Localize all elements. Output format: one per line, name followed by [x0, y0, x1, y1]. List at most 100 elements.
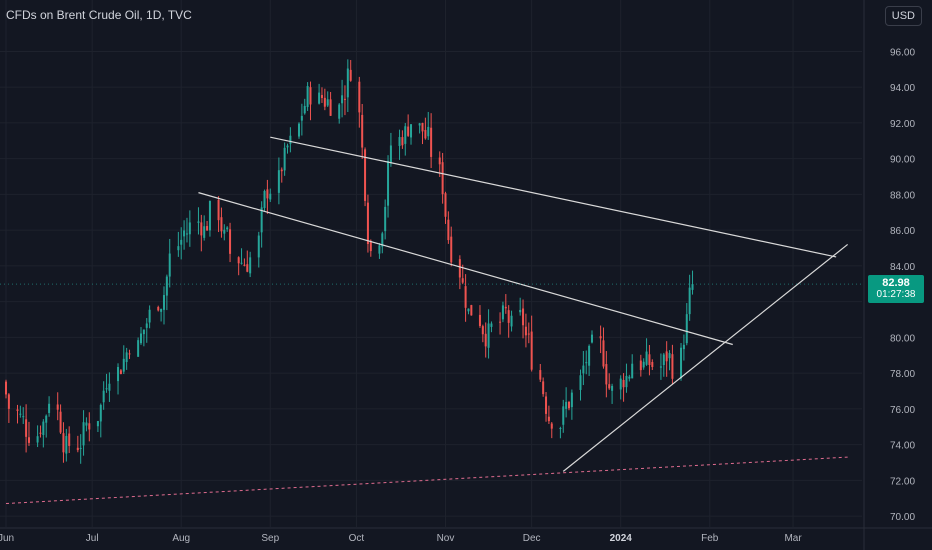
candle-body: [246, 264, 249, 272]
candle-body: [68, 433, 71, 446]
candle-body: [243, 264, 246, 266]
x-tick-label: Jul: [86, 533, 99, 544]
candle-body: [220, 217, 223, 232]
candle-body: [326, 99, 329, 106]
candle-body: [145, 323, 148, 328]
currency-button[interactable]: USD: [884, 6, 922, 26]
candle-body: [266, 189, 269, 199]
candle-body: [297, 123, 300, 137]
candle-body: [389, 145, 392, 163]
candle-body: [659, 366, 662, 368]
candle-body: [611, 385, 614, 391]
candle-body: [137, 340, 140, 357]
candle-body: [162, 295, 165, 310]
candle-body: [387, 160, 390, 206]
trendline: [198, 192, 733, 346]
candle-body: [197, 221, 200, 223]
candle-body: [4, 381, 8, 395]
candle-body: [384, 206, 387, 232]
trendline: [270, 136, 837, 258]
candle-body: [188, 222, 191, 235]
last-price-value: 82.98: [882, 277, 910, 290]
candle-body: [490, 323, 493, 327]
candle-body: [346, 68, 349, 98]
candle-body: [369, 240, 372, 252]
candle-body: [559, 428, 562, 430]
candle-body: [102, 390, 105, 403]
candle-body: [381, 233, 384, 247]
candle-body: [108, 383, 111, 391]
candle-body: [7, 394, 10, 409]
candle-body: [19, 413, 22, 415]
candle-body: [364, 149, 367, 201]
candle-body: [65, 435, 68, 454]
candle-body: [545, 396, 548, 414]
candle-body: [524, 326, 527, 336]
candle-body: [25, 419, 28, 437]
candle-body: [421, 122, 424, 132]
candle-body: [530, 331, 533, 370]
symbol-title: CFDs on Brent Crude Oil, 1D, TVC: [6, 8, 192, 22]
candle-body: [223, 229, 226, 234]
candle-body: [226, 227, 229, 230]
candle-body: [501, 305, 504, 320]
x-tick-label: Mar: [784, 533, 802, 544]
candle-body: [160, 308, 163, 312]
candle-body: [39, 432, 42, 434]
x-tick-label: Sep: [261, 533, 279, 544]
candle-body: [122, 358, 125, 372]
x-tick-label: Aug: [172, 533, 190, 544]
candle-body: [56, 404, 59, 410]
candle-body: [128, 353, 131, 355]
candle-body: [444, 193, 447, 217]
candle-body: [185, 233, 188, 235]
candle-body: [401, 137, 404, 146]
candle-body: [119, 370, 122, 375]
candle-body: [619, 378, 622, 390]
candle-body: [628, 376, 631, 379]
candle-body: [249, 257, 252, 274]
candle-body: [504, 306, 507, 309]
candle-body: [338, 104, 341, 119]
candle-body: [568, 401, 571, 409]
candle-body: [306, 86, 309, 108]
candle-body: [547, 416, 550, 422]
y-tick-label: 94.00: [890, 83, 915, 94]
candle-body: [585, 362, 588, 364]
candle-body: [467, 308, 470, 312]
y-tick-label: 78.00: [890, 369, 915, 380]
candle-body: [404, 126, 407, 144]
candle-body: [458, 259, 461, 278]
candle-body: [99, 404, 102, 422]
candle-body: [570, 392, 573, 408]
candle-body: [605, 364, 608, 385]
y-tick-label: 70.00: [890, 512, 915, 523]
candle-body: [148, 309, 151, 323]
candle-body: [349, 69, 352, 81]
candle-body: [542, 381, 545, 395]
candle-body: [562, 406, 565, 425]
bar-countdown: 01:27:38: [876, 289, 916, 301]
candle-body: [217, 199, 220, 221]
candle-body: [685, 314, 688, 344]
candle-body: [240, 262, 243, 264]
candle-body: [59, 411, 62, 433]
candle-body: [16, 409, 19, 411]
candle-body: [447, 219, 450, 241]
candle-body: [277, 170, 280, 193]
candle-body: [48, 403, 51, 413]
candle-body: [651, 361, 654, 368]
x-tick-label: Feb: [701, 533, 719, 544]
candle-body: [117, 367, 120, 382]
candle-body: [631, 363, 634, 379]
candle-body: [142, 329, 145, 335]
candle-body: [27, 437, 30, 443]
candle-body: [318, 92, 321, 104]
candle-body: [206, 226, 209, 231]
y-tick-label: 96.00: [890, 47, 915, 58]
candle-body: [602, 340, 605, 367]
candle-body: [36, 436, 39, 443]
candle-body: [378, 245, 381, 254]
y-tick-label: 88.00: [890, 190, 915, 201]
